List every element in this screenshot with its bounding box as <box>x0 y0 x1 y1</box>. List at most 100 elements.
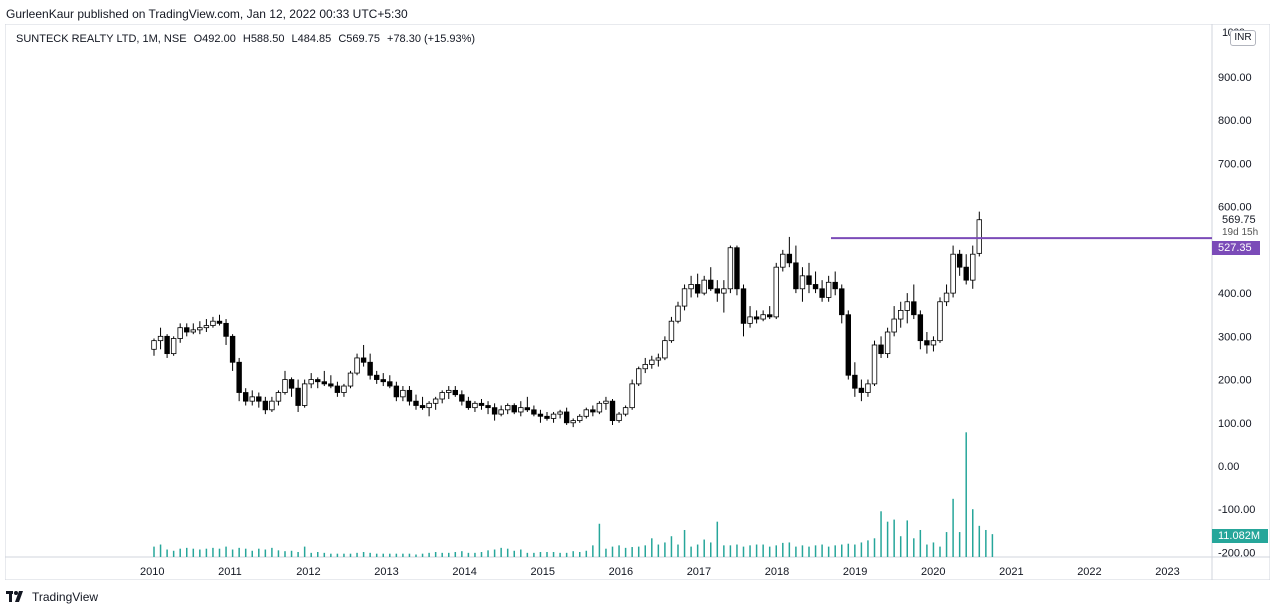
candle-body <box>878 344 884 355</box>
candle <box>622 405 629 417</box>
candle <box>472 401 478 412</box>
candle-body <box>452 389 458 396</box>
footer-brand[interactable]: TradingView <box>6 590 98 604</box>
candle-body <box>616 413 622 422</box>
candle <box>806 262 812 294</box>
volume-bar <box>336 553 339 557</box>
candle-body <box>550 413 557 419</box>
candle-body <box>845 314 851 376</box>
volume-bar <box>873 538 876 557</box>
volume-bar <box>742 546 745 557</box>
time-tick-label: 2018 <box>765 566 789 578</box>
candle <box>262 396 269 415</box>
ohlc-high: H588.50 <box>242 33 285 45</box>
volume-bar <box>834 545 836 557</box>
volume-bar <box>382 553 384 557</box>
candle-body <box>819 288 825 298</box>
volume-bar <box>605 548 607 557</box>
candle <box>301 379 308 408</box>
candle <box>727 245 734 294</box>
candle <box>531 405 537 417</box>
chart-frame: 900.00 800.00 700.00 600.00 400.00 300.00 200.… <box>5 24 1270 580</box>
time-axis: 2010 2011 2012 2013 2014 2015 2016 2017 2018 2019… <box>140 566 1180 578</box>
candle <box>616 411 622 423</box>
time-tick-label: 2010 <box>140 566 164 578</box>
candle <box>321 370 327 387</box>
volume-bar <box>480 552 483 557</box>
volume-bar <box>277 550 280 557</box>
candle <box>930 336 937 352</box>
volume-bar <box>179 548 181 557</box>
volume-bars <box>153 432 994 557</box>
candle-body <box>577 415 583 422</box>
volume-bar <box>506 548 509 557</box>
candle-body <box>557 411 563 415</box>
candle-body <box>393 385 400 398</box>
ohlc-open: O492.00 <box>193 33 236 45</box>
candle-body <box>636 368 642 385</box>
time-tick-label: 2015 <box>531 566 555 578</box>
candle <box>786 236 793 268</box>
candle-body <box>472 402 478 409</box>
volume-bar <box>624 547 627 557</box>
candle <box>577 414 583 423</box>
candle <box>216 314 223 326</box>
candle-body <box>334 385 341 393</box>
candle <box>347 370 354 389</box>
candle <box>911 284 917 320</box>
candle-body <box>668 320 675 342</box>
candle-body <box>622 407 629 415</box>
candle-body <box>714 288 720 294</box>
candle-body <box>688 284 694 290</box>
currency-button[interactable]: INR <box>1230 30 1256 46</box>
candle <box>740 284 747 337</box>
candle-body <box>852 374 858 389</box>
candle-body <box>203 325 210 329</box>
volume-bar <box>526 552 529 557</box>
candle <box>688 275 694 298</box>
volume-bar <box>906 520 908 557</box>
candle <box>950 245 956 298</box>
volume-bar <box>448 552 450 557</box>
candle <box>432 396 439 410</box>
volume-bar <box>749 545 751 557</box>
volume-bar <box>637 546 640 557</box>
candle <box>603 396 609 410</box>
candle <box>328 375 334 389</box>
candle-body <box>321 381 327 385</box>
candle <box>537 409 544 423</box>
candle <box>708 267 714 291</box>
candle <box>249 390 255 406</box>
volume-bar <box>788 542 791 557</box>
volume-bar <box>454 552 457 557</box>
candle <box>819 280 825 302</box>
volume-bar <box>723 545 725 557</box>
volume-bar <box>991 534 994 557</box>
volume-bar <box>303 546 306 557</box>
volume-bar <box>238 547 240 557</box>
volume-bar <box>736 544 738 557</box>
candle-body <box>236 361 242 393</box>
candle-body <box>269 400 275 411</box>
candle-body <box>570 420 576 424</box>
candle <box>734 245 740 296</box>
candle <box>491 403 498 421</box>
candle-body <box>164 335 170 355</box>
candle-body <box>649 359 655 365</box>
candle <box>773 262 779 320</box>
candle-body <box>478 402 485 406</box>
last-price-label: 569.75 <box>1222 214 1256 226</box>
candle-body <box>734 247 740 290</box>
volume-bar <box>821 544 823 557</box>
candle-body <box>216 320 223 324</box>
candle <box>308 373 314 389</box>
candle-body <box>609 400 616 422</box>
time-tick-label: 2014 <box>452 566 476 578</box>
candle <box>753 310 760 324</box>
candle <box>563 407 570 425</box>
volume-bar <box>166 549 168 557</box>
candle <box>282 370 288 395</box>
candle-body <box>583 409 589 417</box>
candle <box>341 383 347 397</box>
volume-bar <box>952 498 954 557</box>
